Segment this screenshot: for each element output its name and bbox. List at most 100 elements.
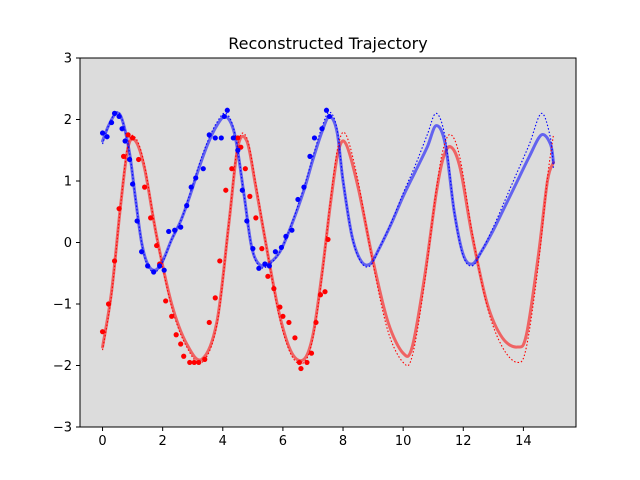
observed-point-red — [317, 292, 324, 298]
y-tick-label: 3 — [64, 52, 72, 67]
x-tick-label: 10 — [395, 434, 412, 449]
observed-point-red — [308, 350, 315, 356]
observed-point-blue — [111, 110, 118, 116]
observed-point-blue — [157, 263, 163, 269]
x-tick-label: 6 — [279, 434, 287, 449]
series-layer — [99, 107, 555, 372]
observed-point-blue — [307, 153, 313, 159]
observed-point-red — [196, 359, 202, 366]
reconstructed-line-red — [101, 134, 555, 363]
observed-point-red — [178, 341, 184, 347]
observed-point-red — [242, 166, 248, 172]
observed-point-red — [292, 335, 298, 341]
observed-point-red — [206, 319, 212, 326]
axes-frame — [79, 57, 577, 428]
observed-point-red — [235, 135, 241, 141]
observed-point-blue — [295, 196, 301, 203]
observed-point-red — [296, 359, 303, 366]
chart-title: Reconstructed Trajectory — [228, 34, 427, 53]
observed-point-blue — [161, 267, 167, 273]
observed-point-red — [111, 258, 118, 264]
y-tick-label: −3 — [53, 421, 72, 436]
observed-point-blue — [139, 249, 145, 255]
observed-point-blue — [221, 113, 227, 120]
observed-point-red — [277, 304, 283, 310]
observed-point-red — [325, 236, 331, 243]
observed-point-red — [169, 313, 175, 319]
observed-point-red — [271, 286, 277, 292]
observed-point-blue — [301, 184, 307, 190]
observed-point-red — [223, 187, 229, 193]
observed-point-blue — [224, 107, 230, 113]
observed-point-blue — [250, 246, 256, 252]
observed-point-red — [247, 193, 253, 199]
observed-point-blue — [193, 175, 199, 181]
y-tick-label: 0 — [64, 236, 72, 251]
observed-point-blue — [166, 228, 172, 235]
observed-point-red — [105, 301, 112, 307]
observed-point-blue — [262, 261, 268, 267]
observed-point-red — [116, 206, 122, 212]
observed-point-red — [120, 153, 127, 159]
observed-point-red — [148, 215, 154, 221]
observed-point-blue — [218, 135, 224, 141]
observed-point-red — [130, 135, 136, 141]
observed-point-blue — [127, 156, 133, 163]
observed-point-red — [202, 356, 208, 362]
observed-point-blue — [130, 181, 136, 187]
observed-point-blue — [239, 187, 245, 193]
observed-point-blue — [119, 126, 125, 132]
reconstructed-line-blue — [101, 111, 555, 272]
observed-point-blue — [184, 203, 190, 209]
observed-point-blue — [319, 126, 325, 132]
observed-point-red — [99, 329, 106, 335]
observed-point-blue — [200, 166, 206, 172]
observed-point-blue — [172, 227, 178, 233]
observed-point-blue — [256, 265, 262, 271]
observed-point-blue — [99, 130, 106, 136]
observed-point-red — [212, 295, 218, 301]
observed-point-blue — [235, 147, 241, 153]
observed-point-blue — [311, 135, 318, 141]
observed-point-red — [142, 184, 148, 190]
observed-point-red — [191, 359, 197, 366]
observed-point-blue — [283, 233, 289, 239]
observed-point-red — [163, 298, 169, 304]
observed-point-red — [173, 332, 179, 338]
x-tick-label: 12 — [455, 434, 472, 449]
observed-point-red — [259, 246, 265, 252]
observed-point-blue — [323, 107, 330, 113]
observed-point-blue — [244, 218, 250, 224]
observed-point-red — [280, 313, 286, 319]
observed-point-blue — [212, 135, 218, 141]
observed-point-red — [229, 166, 235, 172]
observed-point-blue — [178, 224, 184, 230]
y-tick-label: −1 — [53, 298, 72, 313]
observed-point-blue — [108, 119, 115, 126]
y-tick-label: 2 — [64, 113, 72, 128]
observed-point-blue — [116, 113, 122, 120]
observed-point-blue — [104, 134, 110, 140]
true-line-blue — [102, 111, 554, 273]
observed-point-red — [181, 353, 187, 359]
observed-point-red — [154, 242, 160, 249]
observed-point-red — [313, 319, 319, 326]
observed-point-red — [125, 132, 131, 138]
observed-point-red — [217, 258, 223, 264]
observed-point-red — [322, 289, 328, 295]
y-tick-label: 1 — [64, 175, 72, 190]
observed-point-blue — [266, 263, 272, 269]
observed-point-blue — [326, 113, 333, 120]
observed-point-blue — [151, 269, 157, 275]
observed-point-blue — [188, 184, 194, 190]
observed-point-red — [298, 365, 304, 372]
observed-point-red — [187, 359, 193, 366]
observed-point-blue — [230, 135, 236, 141]
observed-point-blue — [272, 249, 278, 255]
x-tick-label: 14 — [515, 434, 532, 449]
observed-point-red — [304, 359, 310, 366]
observed-point-blue — [134, 218, 140, 224]
x-tick-label: 4 — [219, 434, 227, 449]
observed-point-red — [265, 273, 271, 279]
